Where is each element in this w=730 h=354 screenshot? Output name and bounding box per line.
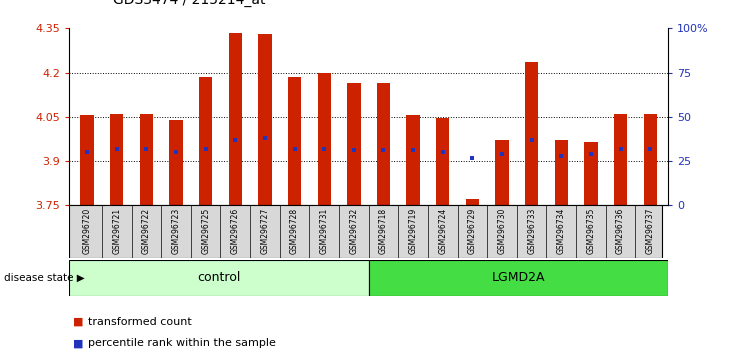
Bar [377,83,390,205]
Text: GSM296723: GSM296723 [172,208,180,254]
Bar [584,142,598,205]
Bar [525,62,538,205]
Text: GSM296731: GSM296731 [320,208,328,254]
Bar [258,34,272,205]
Bar [169,120,182,205]
Text: GSM296728: GSM296728 [290,208,299,254]
Text: GSM296736: GSM296736 [616,208,625,255]
Bar [69,260,369,296]
Text: GSM296733: GSM296733 [527,208,536,255]
Text: GSM296729: GSM296729 [468,208,477,254]
Bar [228,33,242,205]
Bar [288,77,301,205]
Bar [614,114,627,205]
Text: GSM296735: GSM296735 [586,208,596,255]
Text: GDS3474 / 215214_at: GDS3474 / 215214_at [113,0,266,7]
Text: GSM296718: GSM296718 [379,208,388,254]
Bar [436,118,450,205]
Text: GSM296721: GSM296721 [112,208,121,254]
Bar [555,141,568,205]
Bar [496,141,509,205]
Text: transformed count: transformed count [88,317,191,327]
Text: control: control [197,272,241,284]
Text: GSM296737: GSM296737 [645,208,655,255]
Bar [644,114,657,205]
Bar [466,199,479,205]
Text: LGMD2A: LGMD2A [491,272,545,284]
Text: GSM296722: GSM296722 [142,208,151,254]
Text: ■: ■ [73,338,83,348]
Text: GSM296726: GSM296726 [231,208,239,254]
Bar [369,260,668,296]
Text: GSM296730: GSM296730 [498,208,507,255]
Text: GSM296719: GSM296719 [409,208,418,254]
Bar [139,114,153,205]
Bar [110,114,123,205]
Text: GSM296734: GSM296734 [557,208,566,255]
Bar [407,115,420,205]
Text: GSM296724: GSM296724 [438,208,447,254]
Bar [80,115,93,205]
Bar [318,73,331,205]
Bar [347,83,361,205]
Text: GSM296727: GSM296727 [261,208,269,254]
Text: ■: ■ [73,317,83,327]
Text: disease state ▶: disease state ▶ [4,273,85,283]
Text: GSM296725: GSM296725 [201,208,210,254]
Text: GSM296720: GSM296720 [82,208,92,254]
Text: GSM296732: GSM296732 [350,208,358,254]
Text: percentile rank within the sample: percentile rank within the sample [88,338,275,348]
Bar [199,77,212,205]
